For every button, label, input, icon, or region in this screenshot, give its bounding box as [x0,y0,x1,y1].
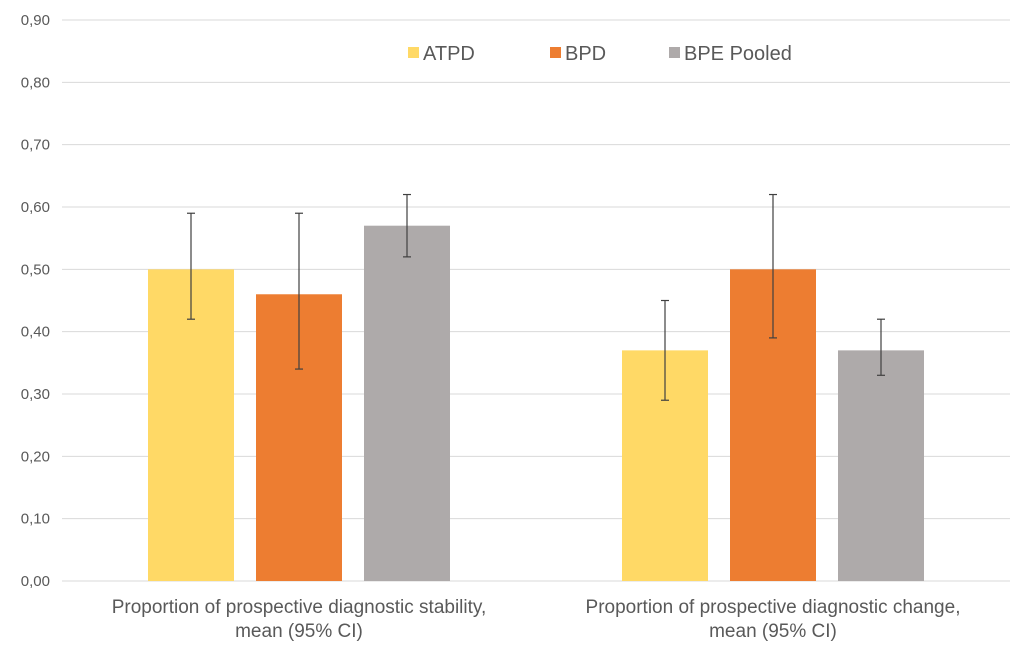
legend-swatch [550,47,561,58]
legend-swatch [669,47,680,58]
legend-label: ATPD [423,43,475,65]
legend-item-bpd: BPD [550,43,606,65]
y-tick-label: 0,10 [21,511,50,528]
y-tick-label: 0,60 [21,199,50,216]
y-tick-label: 0,80 [21,74,50,91]
bar-bpe-pooled [838,350,924,581]
bars [148,225,924,581]
error-bar-atpd [187,212,195,320]
legend: ATPD BPD BPE Pooled [408,43,792,65]
legend-label: BPE Pooled [684,43,792,65]
error-bar-bpe-pooled [403,193,411,258]
legend-item-atpd: ATPD [408,43,475,65]
error-bar-atpd [661,299,669,401]
bar-bpe-pooled [364,225,450,581]
legend-item-bpe-pooled: BPE Pooled [669,43,792,65]
error-bar-bpe-pooled [877,318,885,376]
y-axis-tick-labels: 0,00 0,10 0,20 0,30 0,40 0,50 0,60 0,70 0,80 0,90 [21,12,50,590]
x-category-label: Proportion of prospective diagnostic cha… [586,597,961,642]
y-tick-label: 0,70 [21,137,50,154]
legend-label: BPD [565,43,606,65]
x-category-label: Proportion of prospective diagnostic sta… [112,597,487,642]
error-bar-bpd [769,193,777,339]
y-tick-label: 0,20 [21,448,50,465]
error-bars [187,193,885,401]
y-tick-label: 0,40 [21,324,50,341]
y-tick-label: 0,00 [21,573,50,590]
x-axis-category-labels: Proportion of prospective diagnostic sta… [112,597,961,642]
y-tick-label: 0,50 [21,261,50,278]
bar-atpd [148,269,234,581]
y-tick-label: 0,90 [21,12,50,29]
error-bar-bpd [295,212,303,370]
y-tick-label: 0,30 [21,386,50,403]
legend-swatch [408,47,419,58]
